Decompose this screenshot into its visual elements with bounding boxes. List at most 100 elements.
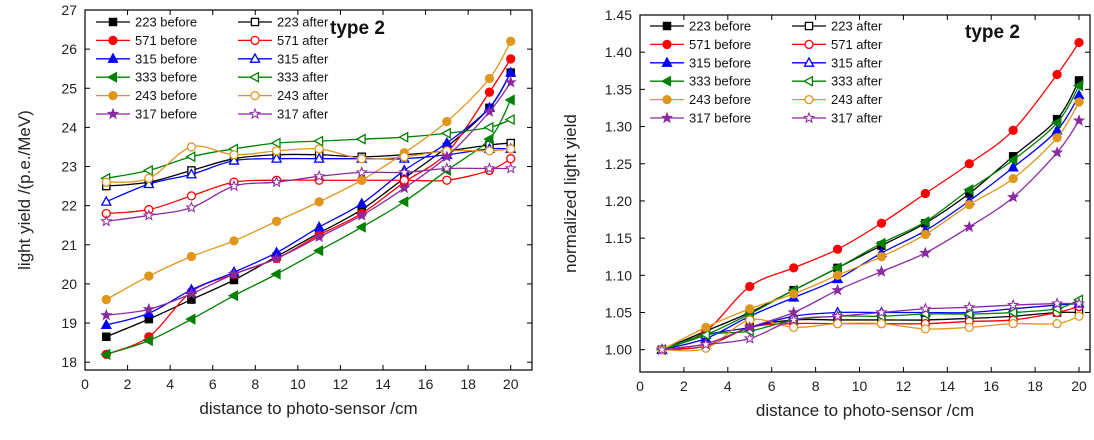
data-point [229,236,239,246]
y-tick-label: 20 [61,276,77,292]
y-tick-label: 1.10 [605,267,632,283]
y-tick-label: 25 [61,80,77,96]
legend: 223 before 223 after 571 before 571 after 31… [650,19,883,126]
legend-marker [250,90,260,101]
series-317-after [100,162,517,227]
data-point [227,267,241,280]
y-tick-label: 1.00 [605,342,632,358]
y-tick-label: 1.40 [605,44,632,60]
data-point [506,154,516,164]
data-point [963,184,974,196]
data-point [506,54,516,64]
data-point [1052,133,1062,143]
legend-label: 315 before [689,55,751,70]
legend-marker [662,94,672,105]
data-point [876,319,887,329]
y-tick-label: 1.35 [605,81,632,97]
data-point [356,197,368,208]
data-point [1052,319,1062,329]
chart-panel-1: 0 2 4 6 8 10 12 14 16 18 2018192021222324252627dis… [15,2,533,418]
data-point [227,290,239,302]
data-point [483,162,496,174]
legend-marker [108,90,118,101]
x-tick-label: 8 [812,378,820,394]
x-tick-label: 20 [503,376,519,392]
data-point [100,308,113,321]
legend-label: 571 after [277,33,329,48]
data-point [398,181,411,194]
series-layer [655,37,1086,356]
series-571-before [657,37,1084,355]
legend-item: 315 before [96,51,197,66]
legend-label: 243 before [135,88,197,103]
data-point [484,73,495,84]
data-point [271,216,282,226]
x-tick-label: 10 [852,378,868,394]
data-point [143,177,155,189]
data-point [1074,97,1084,107]
legend-label: 315 after [831,55,883,70]
x-tick-label: 12 [896,378,912,394]
series-571-after [101,154,516,219]
legend-label: 243 before [689,92,751,107]
y-tick-label: 1.25 [605,156,632,172]
data-point [270,152,283,163]
legend-label: 223 after [831,19,883,34]
data-point [1007,306,1018,319]
data-point [398,131,409,143]
y-tick-label: 23 [61,159,77,175]
legend-item: 317 after [792,111,883,126]
data-point [313,152,325,163]
x-tick-label: 2 [124,376,132,392]
data-point [270,268,281,280]
data-point [789,289,799,299]
data-point [875,237,886,249]
data-point [832,244,843,254]
x-tick-label: 6 [768,378,776,394]
legend-item: 315 before [650,55,751,70]
legend-marker [662,21,672,31]
data-point [186,142,197,152]
data-point [101,177,111,187]
data-point [745,304,755,314]
data-point [504,113,515,126]
data-point [1007,154,1018,166]
legend-marker [661,56,673,67]
legend-label: 223 after [277,15,329,30]
x-tick-label: 16 [418,376,434,392]
legend-label: 333 after [831,74,883,89]
x-axis-title: distance to photo-sensor /cm [756,401,974,420]
legend-item: 571 before [96,33,197,48]
x-tick-label: 16 [983,378,999,394]
legend-label: 333 after [277,70,329,85]
data-point [355,133,366,145]
data-point [229,150,239,160]
data-point [440,127,451,139]
data-point [506,36,516,46]
legend-item: 223 after [238,15,329,30]
data-point [185,168,198,179]
data-point [876,218,887,228]
data-point [483,105,496,117]
plot-frame [639,14,1091,373]
legend-marker [106,71,118,83]
series-317-before [100,75,517,321]
plot-frame [84,9,533,371]
series-315-after [656,297,1085,354]
data-point [745,281,755,292]
legend-label: 571 before [135,33,197,48]
legend: 223 before 223 after 571 before 571 after 31… [96,15,329,122]
y-tick-label: 18 [61,354,77,370]
y-tick-label: 1.05 [605,305,632,321]
x-tick-label: 4 [724,378,732,394]
data-point [142,302,155,315]
data-point [314,144,324,154]
data-point [504,75,517,88]
data-point [442,175,452,185]
legend-item: 315 after [792,55,883,70]
x-tick-label: 6 [209,376,217,392]
data-point [313,221,325,232]
data-point [357,154,367,164]
legend-label: 243 after [831,92,883,107]
